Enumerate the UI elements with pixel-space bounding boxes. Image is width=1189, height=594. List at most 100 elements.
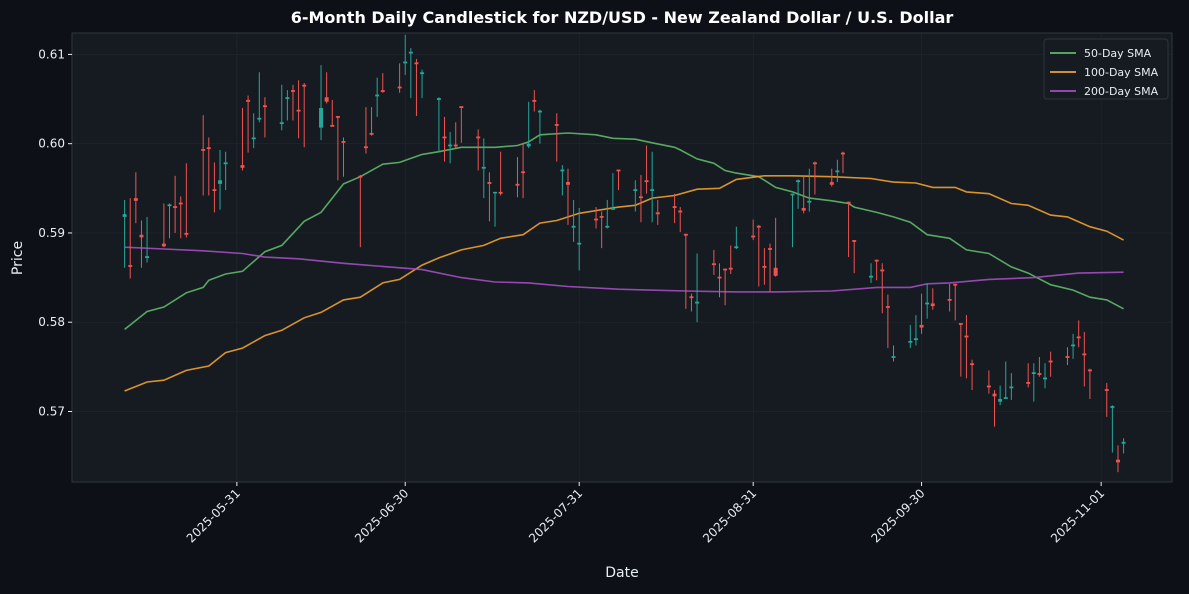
- candle-down: [672, 193, 677, 224]
- candle-down: [655, 199, 660, 225]
- candle-down: [178, 196, 183, 239]
- candle-body: [728, 267, 733, 270]
- sma-line-1: [124, 132, 1124, 331]
- candle-body: [829, 182, 834, 185]
- candle-down: [992, 390, 997, 427]
- candle-body: [290, 90, 295, 92]
- candle-down: [678, 207, 683, 233]
- candle-down: [173, 175, 178, 233]
- candle-body: [330, 124, 335, 127]
- y-tick-label: 0.58: [38, 315, 65, 329]
- candle-down: [1082, 332, 1087, 387]
- candle-up: [436, 97, 441, 152]
- y-axis: 0.57 0.58 0.59 0.60 0.61: [38, 47, 72, 418]
- candle-body: [212, 189, 217, 191]
- candle-body: [880, 269, 885, 272]
- candle-up: [1071, 333, 1076, 359]
- candle-body: [1076, 336, 1081, 339]
- candle-down: [565, 168, 570, 225]
- candle-down: [341, 137, 346, 177]
- y-axis-label: Price: [10, 241, 26, 275]
- candle-down: [683, 233, 688, 309]
- candle-body: [554, 124, 559, 126]
- candle-down: [324, 72, 329, 104]
- candle-up: [560, 165, 565, 196]
- candle-body: [801, 207, 806, 211]
- candle-down: [852, 240, 857, 274]
- candle-body: [403, 61, 408, 64]
- candle-up: [1043, 363, 1048, 389]
- candle-body: [459, 106, 464, 108]
- candle-down: [532, 90, 537, 112]
- candle-down: [840, 151, 845, 174]
- candle-body: [1031, 372, 1036, 374]
- candle-up: [1003, 361, 1008, 399]
- candle-down: [453, 122, 458, 149]
- candle-body: [240, 165, 245, 168]
- candle-up: [526, 101, 531, 149]
- candle-down: [728, 245, 733, 275]
- candle-down: [487, 172, 492, 222]
- candle-down: [711, 249, 716, 275]
- candle-down: [290, 84, 295, 121]
- candle-body: [532, 99, 537, 102]
- candle-body: [638, 196, 643, 199]
- candle-down: [515, 157, 520, 198]
- candle-body: [184, 232, 189, 235]
- candle-down: [768, 243, 773, 292]
- candle-down: [880, 263, 885, 314]
- candle-down: [829, 168, 834, 187]
- candle-up: [790, 193, 795, 248]
- candle-down: [498, 151, 503, 196]
- candle-body: [908, 340, 913, 343]
- candle-up: [218, 149, 223, 210]
- candle-body: [1082, 353, 1087, 356]
- candle-down: [930, 288, 935, 310]
- candle-up: [1121, 438, 1126, 454]
- candle-down: [885, 294, 890, 349]
- candle-up: [408, 48, 413, 99]
- candle-down: [335, 116, 340, 181]
- candle-body: [846, 201, 851, 204]
- candle-up: [807, 168, 812, 212]
- sma-line-3: [124, 246, 1124, 293]
- candle-body: [683, 233, 688, 236]
- candle-body: [1048, 360, 1053, 363]
- candle-body: [711, 263, 716, 266]
- candle-body: [874, 259, 879, 262]
- candle-down: [476, 129, 481, 171]
- candle-body: [672, 206, 677, 208]
- candle-body: [751, 235, 756, 238]
- candle-down: [958, 323, 963, 377]
- candle-body: [992, 393, 997, 397]
- candle-body: [633, 189, 638, 191]
- candle-down: [128, 198, 133, 279]
- candle-down: [986, 370, 991, 394]
- candle-down: [330, 99, 335, 127]
- candle-body: [251, 137, 256, 140]
- candle-body: [414, 62, 419, 65]
- candle-body: [139, 234, 144, 238]
- candle-up: [695, 253, 700, 323]
- chart-title: 6-Month Daily Candlestick for NZD/USD - …: [291, 8, 954, 27]
- candle-body: [296, 109, 301, 112]
- candle-up: [403, 34, 408, 75]
- candle-body: [335, 116, 340, 118]
- candle-down: [554, 113, 559, 162]
- candle-down: [246, 95, 251, 153]
- candle-up: [319, 65, 324, 141]
- candle-up: [167, 203, 172, 239]
- candle-down: [459, 106, 464, 143]
- candle-down: [262, 97, 267, 138]
- candle-down: [801, 176, 806, 214]
- candle-body: [947, 299, 952, 301]
- candle-body: [717, 276, 722, 279]
- legend: 50-Day SMA 100-Day SMA 200-Day SMA: [1043, 38, 1169, 100]
- candle-up: [610, 173, 615, 210]
- plot-area: [71, 32, 1173, 483]
- candle-body: [577, 242, 582, 245]
- candle-body: [891, 356, 896, 358]
- candle-down: [762, 248, 767, 285]
- x-axis-label: Date: [605, 565, 638, 581]
- candle-body: [970, 363, 975, 366]
